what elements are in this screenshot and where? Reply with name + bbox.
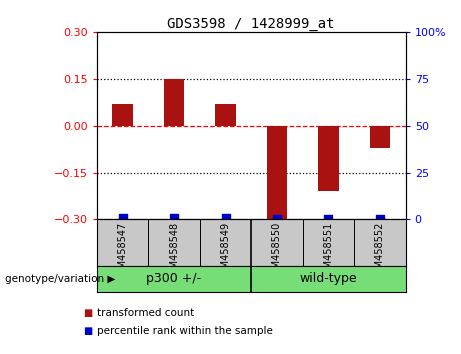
Bar — [112, 104, 133, 126]
Bar — [164, 79, 184, 126]
Bar — [370, 126, 390, 148]
Text: GSM458551: GSM458551 — [324, 222, 333, 281]
Point — [222, 216, 229, 221]
Text: GSM458547: GSM458547 — [118, 222, 128, 281]
Text: GSM458548: GSM458548 — [169, 222, 179, 281]
Text: ■: ■ — [83, 326, 92, 336]
Point — [273, 217, 281, 222]
Text: p300 +/-: p300 +/- — [147, 272, 201, 285]
Text: GSM458552: GSM458552 — [375, 222, 385, 281]
Bar — [318, 126, 339, 191]
Text: genotype/variation ▶: genotype/variation ▶ — [5, 274, 115, 284]
Point — [119, 216, 126, 221]
Text: GSM458549: GSM458549 — [220, 222, 230, 281]
Title: GDS3598 / 1428999_at: GDS3598 / 1428999_at — [167, 17, 335, 31]
Text: percentile rank within the sample: percentile rank within the sample — [97, 326, 273, 336]
Point — [376, 216, 384, 222]
Point — [325, 216, 332, 222]
Point — [171, 215, 178, 221]
Text: wild-type: wild-type — [300, 272, 357, 285]
Text: transformed count: transformed count — [97, 308, 194, 318]
Bar — [266, 126, 287, 219]
Text: GSM458550: GSM458550 — [272, 222, 282, 281]
Bar — [215, 104, 236, 126]
Text: ■: ■ — [83, 308, 92, 318]
